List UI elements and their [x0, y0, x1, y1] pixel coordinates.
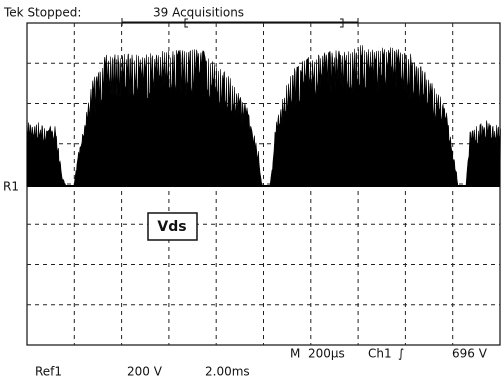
page: Tek Stopped: 39 Acquisitions R1 Vds M 20… — [0, 0, 502, 379]
trigger-slope: ∫ — [398, 347, 404, 361]
time-per-div: 2.00ms — [205, 365, 250, 379]
trigger-level: 696 V — [452, 347, 488, 361]
reference-text: Ref1 — [35, 365, 62, 379]
timebase-text: 200µs — [308, 347, 345, 361]
trace-label: Vds — [157, 219, 186, 235]
acquisitions-text: 39 Acquisitions — [153, 6, 244, 20]
status-text: Tek Stopped: — [3, 6, 81, 20]
reference-marker: R1 — [3, 180, 19, 194]
scope-display: Tek Stopped: 39 Acquisitions R1 Vds M 20… — [0, 0, 502, 379]
channel-text: Ch1 — [368, 347, 392, 361]
mode-text: M — [290, 347, 300, 361]
volts-per-div: 200 V — [127, 365, 163, 379]
